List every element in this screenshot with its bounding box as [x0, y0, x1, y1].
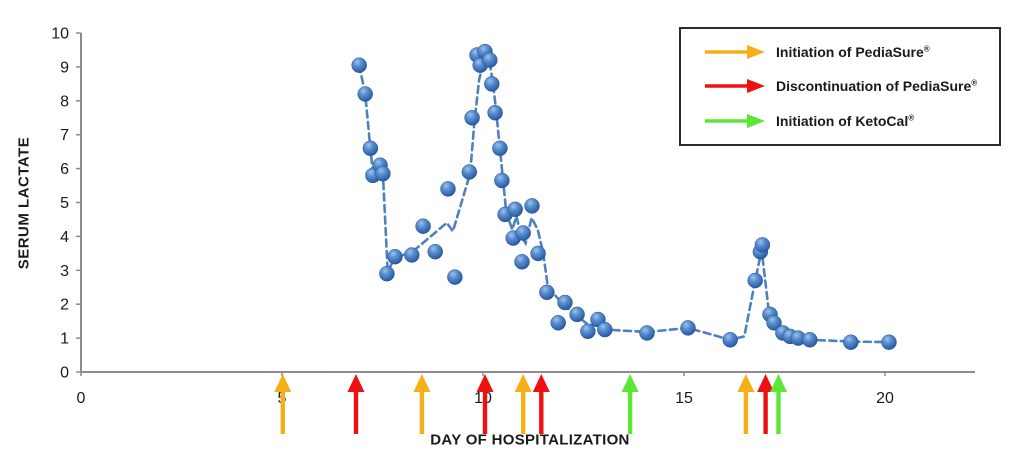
y-tick-label: 4: [60, 229, 69, 246]
legend-item-discontinuation-pediasure: Discontinuation of PediaSure®: [703, 78, 995, 94]
y-tick-label: 9: [60, 59, 69, 76]
orange-arrow-icon: [705, 45, 765, 60]
event-arrow-shaft-red: [763, 389, 768, 434]
data-point: [482, 52, 498, 68]
event-arrow-red: [757, 374, 775, 392]
event-arrow-orange: [274, 374, 292, 392]
data-point: [597, 321, 613, 338]
x-axis-title: DAY OF HOSPITALIZATION: [430, 431, 630, 449]
event-arrow-red: [347, 374, 365, 392]
data-point: [404, 247, 420, 263]
data-point: [447, 269, 463, 285]
event-arrow-red: [532, 374, 550, 392]
event-arrow-shaft-orange: [280, 389, 285, 434]
data-point: [580, 323, 596, 340]
legend-box: Initiation of PediaSure® Discontinuation…: [679, 27, 1001, 146]
event-arrow-green: [621, 374, 639, 392]
legend-item-initiation-ketocal: Initiation of KetoCal®: [703, 113, 995, 129]
data-point: [351, 57, 367, 73]
data-point: [492, 140, 508, 157]
event-arrow-shaft-orange: [419, 389, 425, 434]
data-point: [507, 201, 523, 218]
event-arrow-orange: [737, 374, 755, 392]
data-point: [415, 218, 431, 234]
data-point: [843, 334, 859, 350]
data-point: [461, 164, 478, 180]
data-point: [802, 332, 818, 348]
event-arrow-shaft-red: [482, 389, 488, 434]
legend-item-initiation-pediasure: Initiation of PediaSure®: [703, 44, 995, 60]
y-tick-label: 10: [51, 26, 69, 43]
y-tick-label: 1: [60, 331, 69, 348]
data-point: [515, 225, 531, 241]
data-point: [766, 315, 782, 331]
data-point: [881, 334, 897, 350]
event-arrow-shaft-green: [627, 389, 633, 434]
data-point: [569, 306, 585, 323]
y-tick-label: 5: [60, 195, 69, 212]
event-arrow-shaft-red: [539, 389, 544, 434]
event-arrow-green: [769, 374, 787, 392]
data-point: [387, 248, 403, 265]
y-tick-label: 3: [60, 263, 69, 280]
event-arrow-red: [476, 374, 494, 392]
data-point: [539, 284, 555, 301]
red-arrow-icon: [705, 79, 765, 94]
data-point: [379, 265, 395, 282]
data-point: [440, 181, 456, 197]
y-axis-title: SERUM LACTATE: [15, 136, 33, 270]
data-point: [484, 76, 500, 92]
data-point: [357, 86, 373, 102]
data-point: [754, 237, 771, 253]
x-tick-label: 20: [876, 390, 894, 407]
data-point: [464, 110, 480, 126]
data-point: [524, 198, 540, 214]
data-point: [427, 243, 443, 260]
y-tick-label: 8: [60, 93, 69, 110]
data-point: [514, 254, 530, 270]
data-point: [747, 272, 763, 289]
event-arrow-shaft-orange: [521, 389, 526, 434]
data-point: [550, 315, 566, 331]
legend-label: Discontinuation of PediaSure®: [776, 78, 978, 95]
data-point: [487, 104, 503, 121]
event-arrow-orange: [413, 374, 431, 392]
y-tick-label: 0: [60, 365, 69, 382]
data-point: [494, 172, 510, 189]
data-point: [362, 140, 379, 157]
data-point: [680, 320, 696, 336]
data-point: [557, 294, 573, 311]
event-arrow-shaft-green: [776, 389, 781, 434]
data-point: [375, 165, 391, 182]
x-tick-label: 15: [675, 390, 693, 407]
legend-label: Initiation of PediaSure®: [776, 44, 930, 61]
y-tick-label: 2: [60, 297, 69, 314]
x-tick-label: 0: [77, 390, 86, 407]
event-arrow-shaft-orange: [743, 389, 749, 434]
data-point: [722, 332, 738, 348]
event-arrow-shaft-red: [353, 389, 359, 434]
legend-label: Initiation of KetoCal®: [776, 112, 915, 129]
data-point: [530, 245, 546, 262]
green-arrow-icon: [705, 113, 765, 128]
event-arrow-orange: [514, 374, 532, 392]
y-tick-label: 7: [60, 127, 69, 144]
data-point: [639, 325, 655, 341]
y-tick-label: 6: [60, 161, 69, 178]
